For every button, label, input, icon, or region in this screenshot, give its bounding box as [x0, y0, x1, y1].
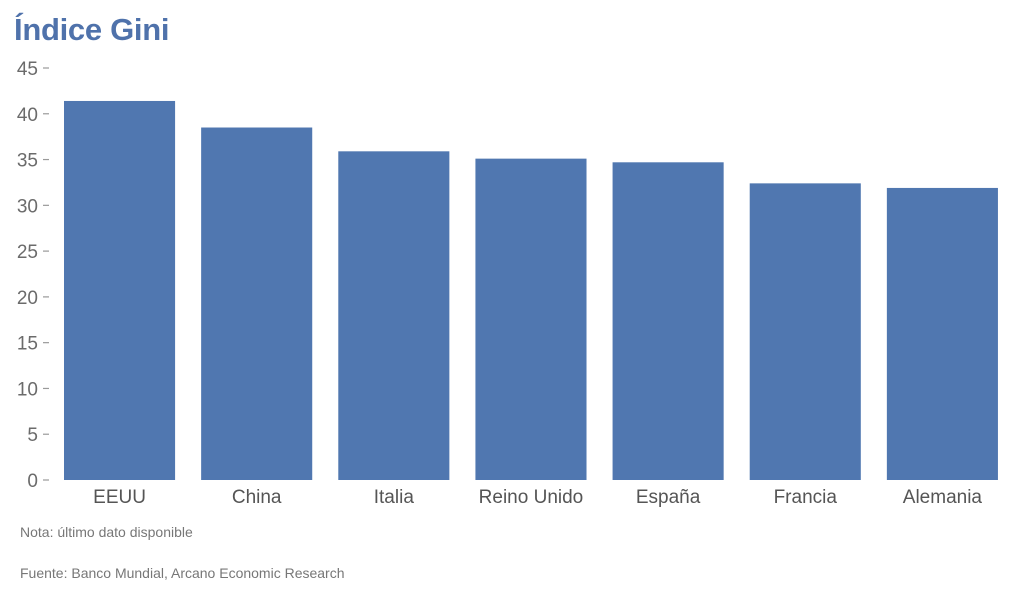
chart-source: Fuente: Banco Mundial, Arcano Economic R…: [20, 565, 345, 581]
bar-reino-unido: [475, 158, 587, 480]
y-tick-label: 15: [17, 334, 38, 355]
chart-title: Índice Gini: [14, 12, 170, 47]
bar-china: [201, 127, 313, 480]
bar-alemania: [886, 187, 998, 480]
y-tick-label: 0: [27, 471, 38, 492]
x-tick-label: Italia: [374, 487, 415, 508]
y-tick-label: 40: [17, 105, 38, 126]
bar-eeuu: [64, 100, 176, 481]
x-tick-label: EEUU: [93, 487, 146, 508]
bar-italia: [338, 151, 450, 480]
x-tick-label: China: [232, 487, 282, 508]
x-tick-label: Reino Unido: [479, 487, 584, 508]
gini-bar-chart: 0 5 10 15 20 25 30 35 40 45 EEUU China Italia Reino …: [17, 59, 998, 508]
y-tick-label: 35: [17, 151, 38, 172]
bars: [64, 100, 998, 481]
x-tick-label: España: [636, 487, 701, 508]
x-tick-label: Alemania: [903, 487, 983, 508]
y-tick-label: 20: [17, 288, 38, 309]
y-axis: 0 5 10 15 20 25 30 35 40 45: [17, 59, 49, 492]
y-tick-label: 45: [17, 59, 38, 80]
x-axis-labels: EEUU China Italia Reino Unido España Francia A…: [93, 487, 982, 508]
bar-francia: [749, 183, 861, 481]
bar-españa: [612, 162, 724, 480]
chart-note: Nota: último dato disponible: [20, 524, 193, 540]
x-tick-label: Francia: [774, 487, 838, 508]
y-tick-label: 25: [17, 242, 38, 263]
y-tick-label: 10: [17, 379, 38, 400]
y-tick-label: 30: [17, 196, 38, 217]
y-tick-label: 5: [27, 425, 38, 446]
